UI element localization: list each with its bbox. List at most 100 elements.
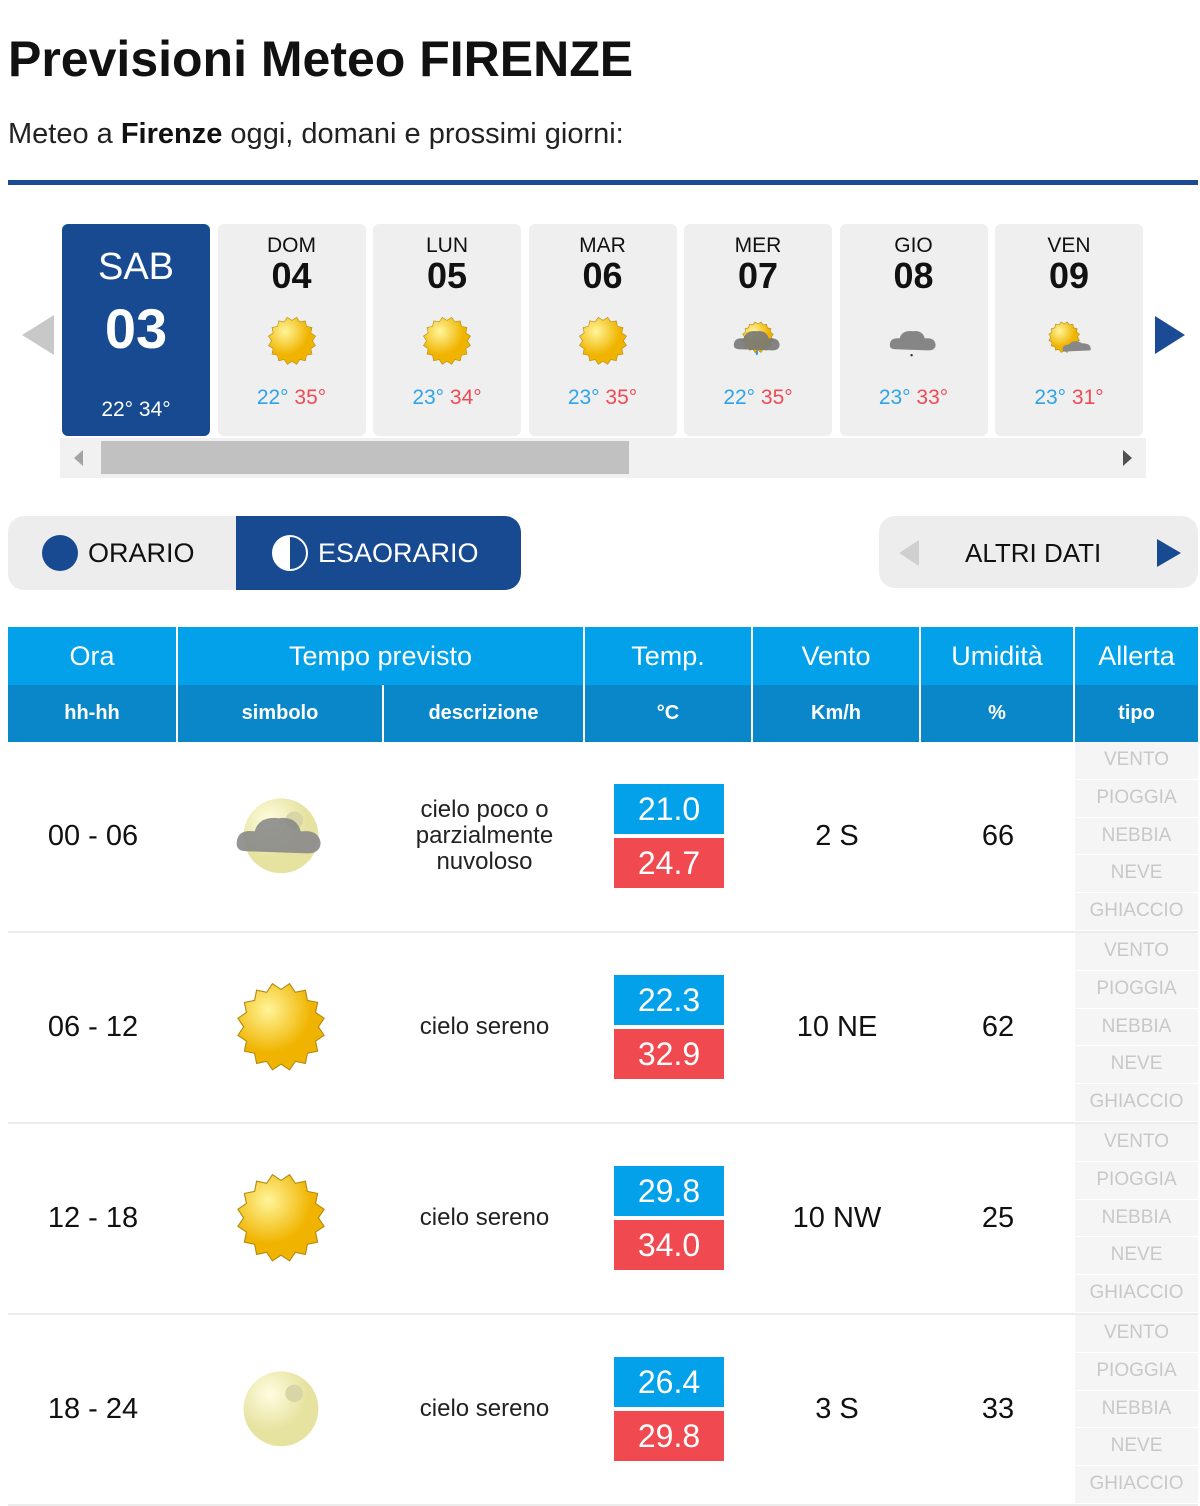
temp-cell: 29.8 34.0 — [585, 1124, 753, 1315]
divider — [8, 180, 1198, 185]
clock-icon — [42, 535, 78, 571]
day-number: 07 — [737, 255, 779, 296]
sub-umidita: % — [921, 685, 1075, 742]
day-card[interactable]: GIO 08 23° 33° — [839, 224, 988, 436]
day-name: MAR — [579, 234, 626, 257]
alert-item: PIOGGIA — [1075, 1161, 1198, 1200]
day-number: 03 — [104, 297, 168, 360]
day-name: GIO — [894, 234, 933, 257]
description-cell: cielo sereno — [384, 933, 585, 1124]
description-cell: cielo sereno — [384, 1124, 585, 1315]
next-arrow-icon[interactable] — [1157, 539, 1181, 567]
sub-simbolo: simbolo — [178, 685, 384, 742]
alert-item: PIOGGIA — [1075, 970, 1198, 1009]
humidity-cell: 25 — [921, 1124, 1075, 1315]
max-temp: 33° — [916, 386, 949, 409]
next-days-arrow-icon[interactable] — [1155, 316, 1185, 354]
day-card[interactable]: SAB 03 22° 34° — [62, 224, 210, 436]
scrollbar-thumb[interactable] — [101, 441, 629, 474]
altri-dati-button[interactable]: ALTRI DATI — [879, 516, 1198, 588]
prev-arrow-icon[interactable] — [899, 540, 919, 566]
col-tempo: Tempo previsto — [178, 627, 585, 685]
prev-days-arrow-icon[interactable] — [22, 315, 54, 355]
min-temp: 23° — [878, 386, 911, 409]
day-name: SAB — [97, 246, 175, 288]
day-card[interactable]: MAR 06 23° 35° — [528, 224, 677, 436]
ora-cell: 18 - 24 — [8, 1315, 178, 1506]
humidity-cell: 33 — [921, 1315, 1075, 1506]
scroll-left-icon[interactable] — [74, 450, 83, 466]
alert-item: NEVE — [1075, 1046, 1198, 1085]
day-name: MER — [734, 234, 782, 257]
alert-cell: VENTO PIOGGIA NEBBIA NEVE GHIACCIO — [1075, 932, 1198, 1124]
temp-max: 34.0 — [614, 1220, 724, 1271]
min-temp: 22° — [101, 398, 134, 421]
sun-icon — [178, 933, 384, 1124]
scroll-right-icon[interactable] — [1123, 450, 1132, 466]
min-temp: 22° — [256, 386, 289, 409]
alert-cell: VENTO PIOGGIA NEBBIA NEVE GHIACCIO — [1075, 742, 1198, 933]
col-allerta: Allerta — [1075, 627, 1198, 685]
subtitle-text: oggi, domani e prossimi giorni: — [222, 118, 624, 150]
sun-icon — [417, 312, 477, 365]
alert-item: VENTO — [1075, 1123, 1198, 1162]
alert-item: NEBBIA — [1075, 1199, 1198, 1238]
alert-item: PIOGGIA — [1075, 1352, 1198, 1391]
temp-max: 24.7 — [614, 838, 724, 889]
day-number: 05 — [426, 255, 468, 296]
table-row: 18 - 24 cielo sereno 26.4 29.8 3 S 33 VEN… — [8, 1314, 1198, 1506]
col-umidita: Umidità — [921, 627, 1075, 685]
esaorario-button[interactable]: ESAORARIO — [236, 516, 521, 590]
alert-item: NEBBIA — [1075, 1008, 1198, 1047]
col-ora: Ora — [8, 627, 178, 685]
max-temp: 34° — [138, 398, 171, 421]
table-row: 00 - 06 cielo poco o parzialmente nuvolo… — [8, 742, 1198, 933]
esaorario-label: ESAORARIO — [318, 537, 479, 568]
wind-cell: 10 NW — [753, 1124, 921, 1315]
subtitle-city: Firenze — [120, 118, 223, 150]
max-temp: 34° — [449, 386, 482, 409]
alert-item: GHIACCIO — [1075, 1084, 1198, 1122]
temp-cell: 21.0 24.7 — [585, 742, 753, 933]
view-mode-toggle: ORARIO ESAORARIO — [8, 516, 521, 590]
day-number: 06 — [582, 255, 623, 296]
alert-item: NEBBIA — [1075, 1390, 1198, 1429]
sub-descrizione: descrizione — [384, 685, 585, 742]
col-vento: Vento — [753, 627, 921, 685]
ora-cell: 12 - 18 — [8, 1124, 178, 1315]
alert-item: GHIACCIO — [1075, 1275, 1198, 1313]
forecast-table: Ora Tempo previsto Temp. Vento Umidità A… — [8, 627, 1198, 1506]
sub-allerta: tipo — [1075, 685, 1198, 742]
cloud-drizzle-icon — [884, 312, 944, 364]
moon-icon — [178, 1315, 384, 1506]
horizontal-scrollbar[interactable] — [60, 438, 1146, 478]
temp-min: 21.0 — [614, 784, 724, 835]
wind-cell: 10 NE — [753, 933, 921, 1124]
alert-cell: VENTO PIOGGIA NEBBIA NEVE GHIACCIO — [1075, 1314, 1198, 1506]
orario-button[interactable]: ORARIO — [8, 516, 236, 590]
max-temp: 35° — [294, 386, 327, 409]
day-card[interactable]: MER 07 22° 35° — [684, 224, 832, 436]
moon-cloud-icon — [178, 742, 384, 933]
day-name: DOM — [267, 234, 316, 257]
min-temp: 23° — [567, 386, 600, 409]
day-name: LUN — [425, 234, 468, 257]
max-temp: 31° — [1071, 386, 1104, 409]
ora-cell: 06 - 12 — [8, 933, 178, 1124]
col-temp: Temp. — [585, 627, 753, 685]
day-card[interactable]: LUN 05 23° 34° — [373, 224, 521, 436]
temp-min: 29.8 — [614, 1166, 724, 1217]
temp-min: 22.3 — [614, 975, 724, 1026]
max-temp: 35° — [605, 386, 638, 409]
temp-max: 29.8 — [614, 1411, 724, 1462]
day-card[interactable]: VEN 09 23° 31° — [995, 224, 1143, 436]
orario-label: ORARIO — [88, 537, 195, 568]
min-temp: 23° — [412, 386, 445, 409]
alert-item: GHIACCIO — [1075, 1466, 1198, 1504]
temp-min: 26.4 — [614, 1357, 724, 1408]
ora-cell: 00 - 06 — [8, 742, 178, 933]
sub-temp: °C — [585, 685, 753, 742]
day-card[interactable]: DOM 04 22° 35° — [217, 224, 366, 436]
sun-icon — [178, 1124, 384, 1315]
sun-cloud-rain-icon — [728, 312, 788, 364]
